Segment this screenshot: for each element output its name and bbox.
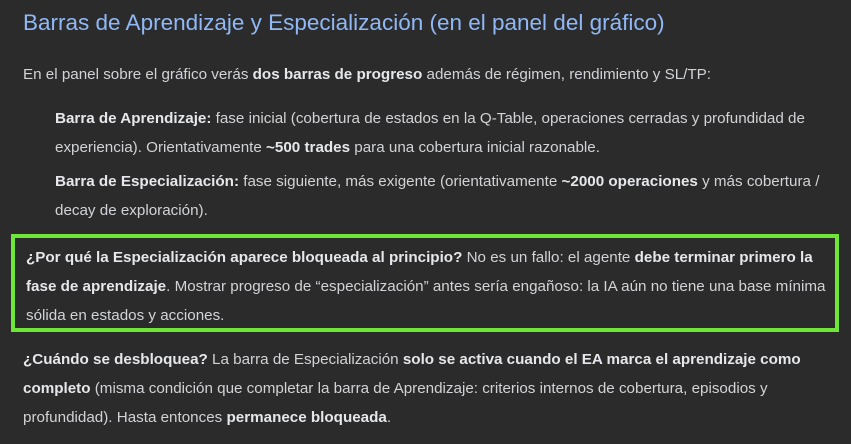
bold-text: ¿Por qué la Especialización aparece bloq…: [26, 249, 463, 266]
text: además de régimen, rendimiento y SL/TP:: [422, 66, 712, 83]
bold-text: permanece bloqueada: [226, 409, 387, 426]
bold-text: ¿Cuándo se desbloquea?: [23, 351, 208, 368]
text: para una cobertura inicial razonable.: [350, 139, 600, 156]
text: fase inicial (cobertura de estados en la…: [55, 110, 805, 156]
item-label: Barra de Especialización:: [55, 173, 240, 190]
section-title: Barras de Aprendizaje y Especialización …: [23, 10, 665, 35]
when-paragraph: ¿Cuándo se desbloquea? La barra de Espec…: [23, 345, 843, 432]
highlight-box: ¿Por qué la Especialización aparece bloq…: [11, 234, 839, 332]
why-paragraph: ¿Por qué la Especialización aparece bloq…: [26, 243, 831, 330]
bold-text: dos barras de progreso: [252, 66, 423, 83]
bold-text: ~2000 operaciones: [561, 173, 698, 190]
list-item: Barra de Aprendizaje: fase inicial (cobe…: [55, 104, 845, 162]
list-item: Barra de Especialización: fase siguiente…: [55, 167, 845, 225]
text: . Mostrar progreso de “especialización” …: [26, 278, 826, 324]
text: y más cobertura / decay de exploración).: [55, 173, 820, 219]
text: (misma condición que completar la barra …: [23, 380, 768, 426]
text: .: [386, 409, 392, 426]
item-label: Barra de Aprendizaje:: [55, 110, 212, 127]
intro-paragraph: En el panel sobre el gráfico verás dos b…: [23, 60, 843, 89]
text: No es un fallo: el agente: [462, 249, 635, 266]
bold-text: solo se activa cuando el EA marca el apr…: [23, 351, 801, 397]
text: La barra de Especialización: [207, 351, 403, 368]
text: En el panel sobre el gráfico verás: [23, 66, 253, 83]
bold-text: ~500 trades: [266, 139, 351, 156]
bold-text: debe terminar primero la fase de aprendi…: [26, 249, 813, 295]
text: fase siguiente, más exigente (orientativ…: [239, 173, 562, 190]
